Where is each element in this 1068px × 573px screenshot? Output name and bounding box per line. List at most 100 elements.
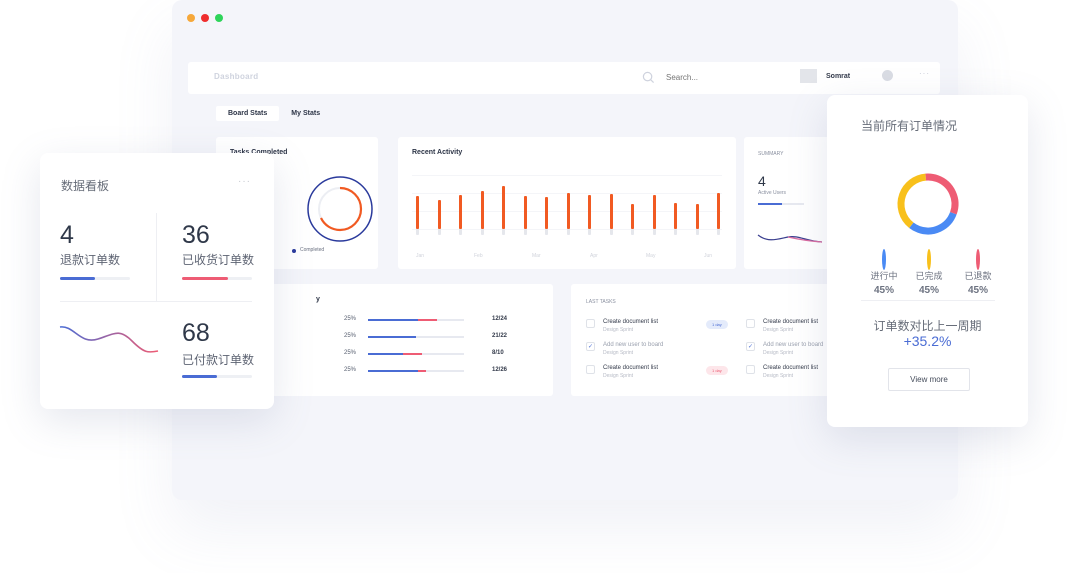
task-subtitle: Design Sprint (763, 350, 794, 356)
activity-bar (438, 200, 441, 229)
search-icon[interactable] (642, 71, 655, 84)
activity-bar-base (631, 225, 634, 235)
task-item[interactable]: Create document list Design Sprint 1 day (586, 319, 736, 337)
refund-orders-value: 4 (60, 221, 74, 249)
legend-value: 45% (873, 285, 894, 296)
recent-activity-card: Recent Activity Jan Feb Mar Apr May Jun (398, 137, 736, 269)
grid-line (412, 175, 722, 176)
task-subtitle: Design Sprint (603, 373, 634, 379)
activity-bar (610, 194, 613, 229)
summary-value: 4 (758, 173, 766, 189)
task-checkbox[interactable]: ✓ (746, 342, 755, 351)
activity-bar (524, 196, 527, 229)
task-checkbox[interactable] (746, 365, 755, 374)
task-checkbox[interactable]: ✓ (586, 342, 595, 351)
window-maximize-dot[interactable] (215, 14, 223, 22)
compare-label: 订单数对比上一周期 (873, 319, 982, 333)
more-icon[interactable]: ··· (919, 69, 930, 78)
activity-bar (674, 203, 677, 229)
row-progress-track (368, 336, 464, 338)
refund-orders-track (60, 277, 130, 280)
task-title: Create document list (603, 319, 659, 325)
legend-label: 已退款 (964, 271, 992, 281)
activity-bar-base (674, 225, 677, 235)
row-progress-blue (368, 370, 418, 372)
divider (861, 300, 995, 301)
summary-sparkline (757, 234, 823, 243)
card-title: Recent Activity (412, 149, 463, 156)
row-date: 12/26 (492, 367, 508, 373)
received-orders-label: 已收货订单数 (182, 253, 255, 267)
tasks-donut-chart (307, 176, 373, 242)
summary-label: Active Users (758, 190, 787, 196)
activity-bar-base (416, 225, 419, 235)
task-subtitle: Design Sprint (763, 327, 794, 333)
task-checkbox[interactable] (586, 365, 595, 374)
paid-orders-track (182, 375, 252, 378)
tab-my-stats[interactable]: My Stats (291, 110, 321, 117)
notification-icon[interactable] (882, 70, 893, 81)
activity-bar-base (610, 225, 613, 235)
card-title: 数据看板 (61, 179, 110, 193)
paid-orders-sparkline (59, 326, 159, 353)
activity-bar (717, 193, 720, 229)
donut-segment-completed (897, 173, 959, 235)
user-name[interactable]: Somrat (826, 73, 851, 80)
task-item[interactable]: Create document list Design Sprint (746, 319, 833, 337)
tab-board-stats[interactable]: Board Stats (216, 106, 280, 121)
legend-completed: 已完成 45% (909, 249, 949, 296)
data-board-card: 数据看板 ··· 4 退款订单数 36 已收货订单数 68 已付款订单数 (40, 153, 274, 409)
window-controls (187, 14, 223, 22)
activity-bar-base (502, 225, 505, 235)
activity-bar (459, 195, 462, 229)
task-item[interactable]: ✓ Add new user to board Design Sprint (746, 342, 833, 360)
activity-bar (416, 196, 419, 229)
more-icon[interactable]: ··· (238, 176, 251, 187)
activity-bar-base (567, 225, 570, 235)
activity-bar-base (717, 225, 720, 235)
window-minimize-dot[interactable] (187, 14, 195, 22)
legend-dot-icon (927, 249, 931, 270)
legend-label: 进行中 (870, 271, 898, 281)
task-title: Add new user to board (763, 342, 824, 348)
search-input[interactable] (666, 73, 776, 82)
task-checkbox[interactable] (746, 319, 755, 328)
activity-bar (696, 204, 699, 229)
legend-dot-icon (976, 249, 980, 270)
activity-bar-base (545, 225, 548, 235)
received-orders-value: 36 (182, 221, 210, 249)
activity-bar (631, 204, 634, 229)
task-item[interactable]: Create document list Design Sprint 1 day (586, 365, 736, 383)
task-item[interactable]: ✓ Add new user to board Design Sprint (586, 342, 736, 360)
month-label: May (646, 253, 656, 259)
view-more-button[interactable]: View more (888, 368, 970, 391)
avatar[interactable] (800, 69, 817, 83)
summary-card: SUMMARY 4 Active Users (744, 137, 834, 269)
task-title: Add new user to board (603, 342, 664, 348)
divider (156, 213, 157, 301)
activity-bar-base (696, 225, 699, 235)
task-item[interactable]: Create document list Design Sprint (746, 365, 833, 383)
activity-bar-base (588, 225, 591, 235)
orders-donut-chart (897, 173, 959, 235)
row-progress-red (418, 319, 437, 321)
task-checkbox[interactable] (586, 319, 595, 328)
task-due-badge: 1 day (706, 366, 728, 375)
divider (60, 301, 252, 302)
card-title: LAST TASKS (586, 299, 616, 305)
activity-bar-base (524, 225, 527, 235)
activity-bar (588, 195, 591, 229)
page-title: Dashboard (214, 72, 259, 81)
legend-value: 45% (918, 285, 939, 296)
row-percent: 25% (344, 316, 357, 322)
card-title: y (316, 296, 320, 303)
task-subtitle: Design Sprint (603, 350, 634, 356)
task-title: Create document list (763, 365, 819, 371)
task-subtitle: Design Sprint (763, 373, 794, 379)
row-date: 8/10 (492, 350, 504, 356)
top-bar: Dashboard Somrat ··· (188, 62, 940, 94)
activity-bar (481, 191, 484, 229)
row-percent: 25% (344, 367, 357, 373)
window-close-dot[interactable] (201, 14, 209, 22)
